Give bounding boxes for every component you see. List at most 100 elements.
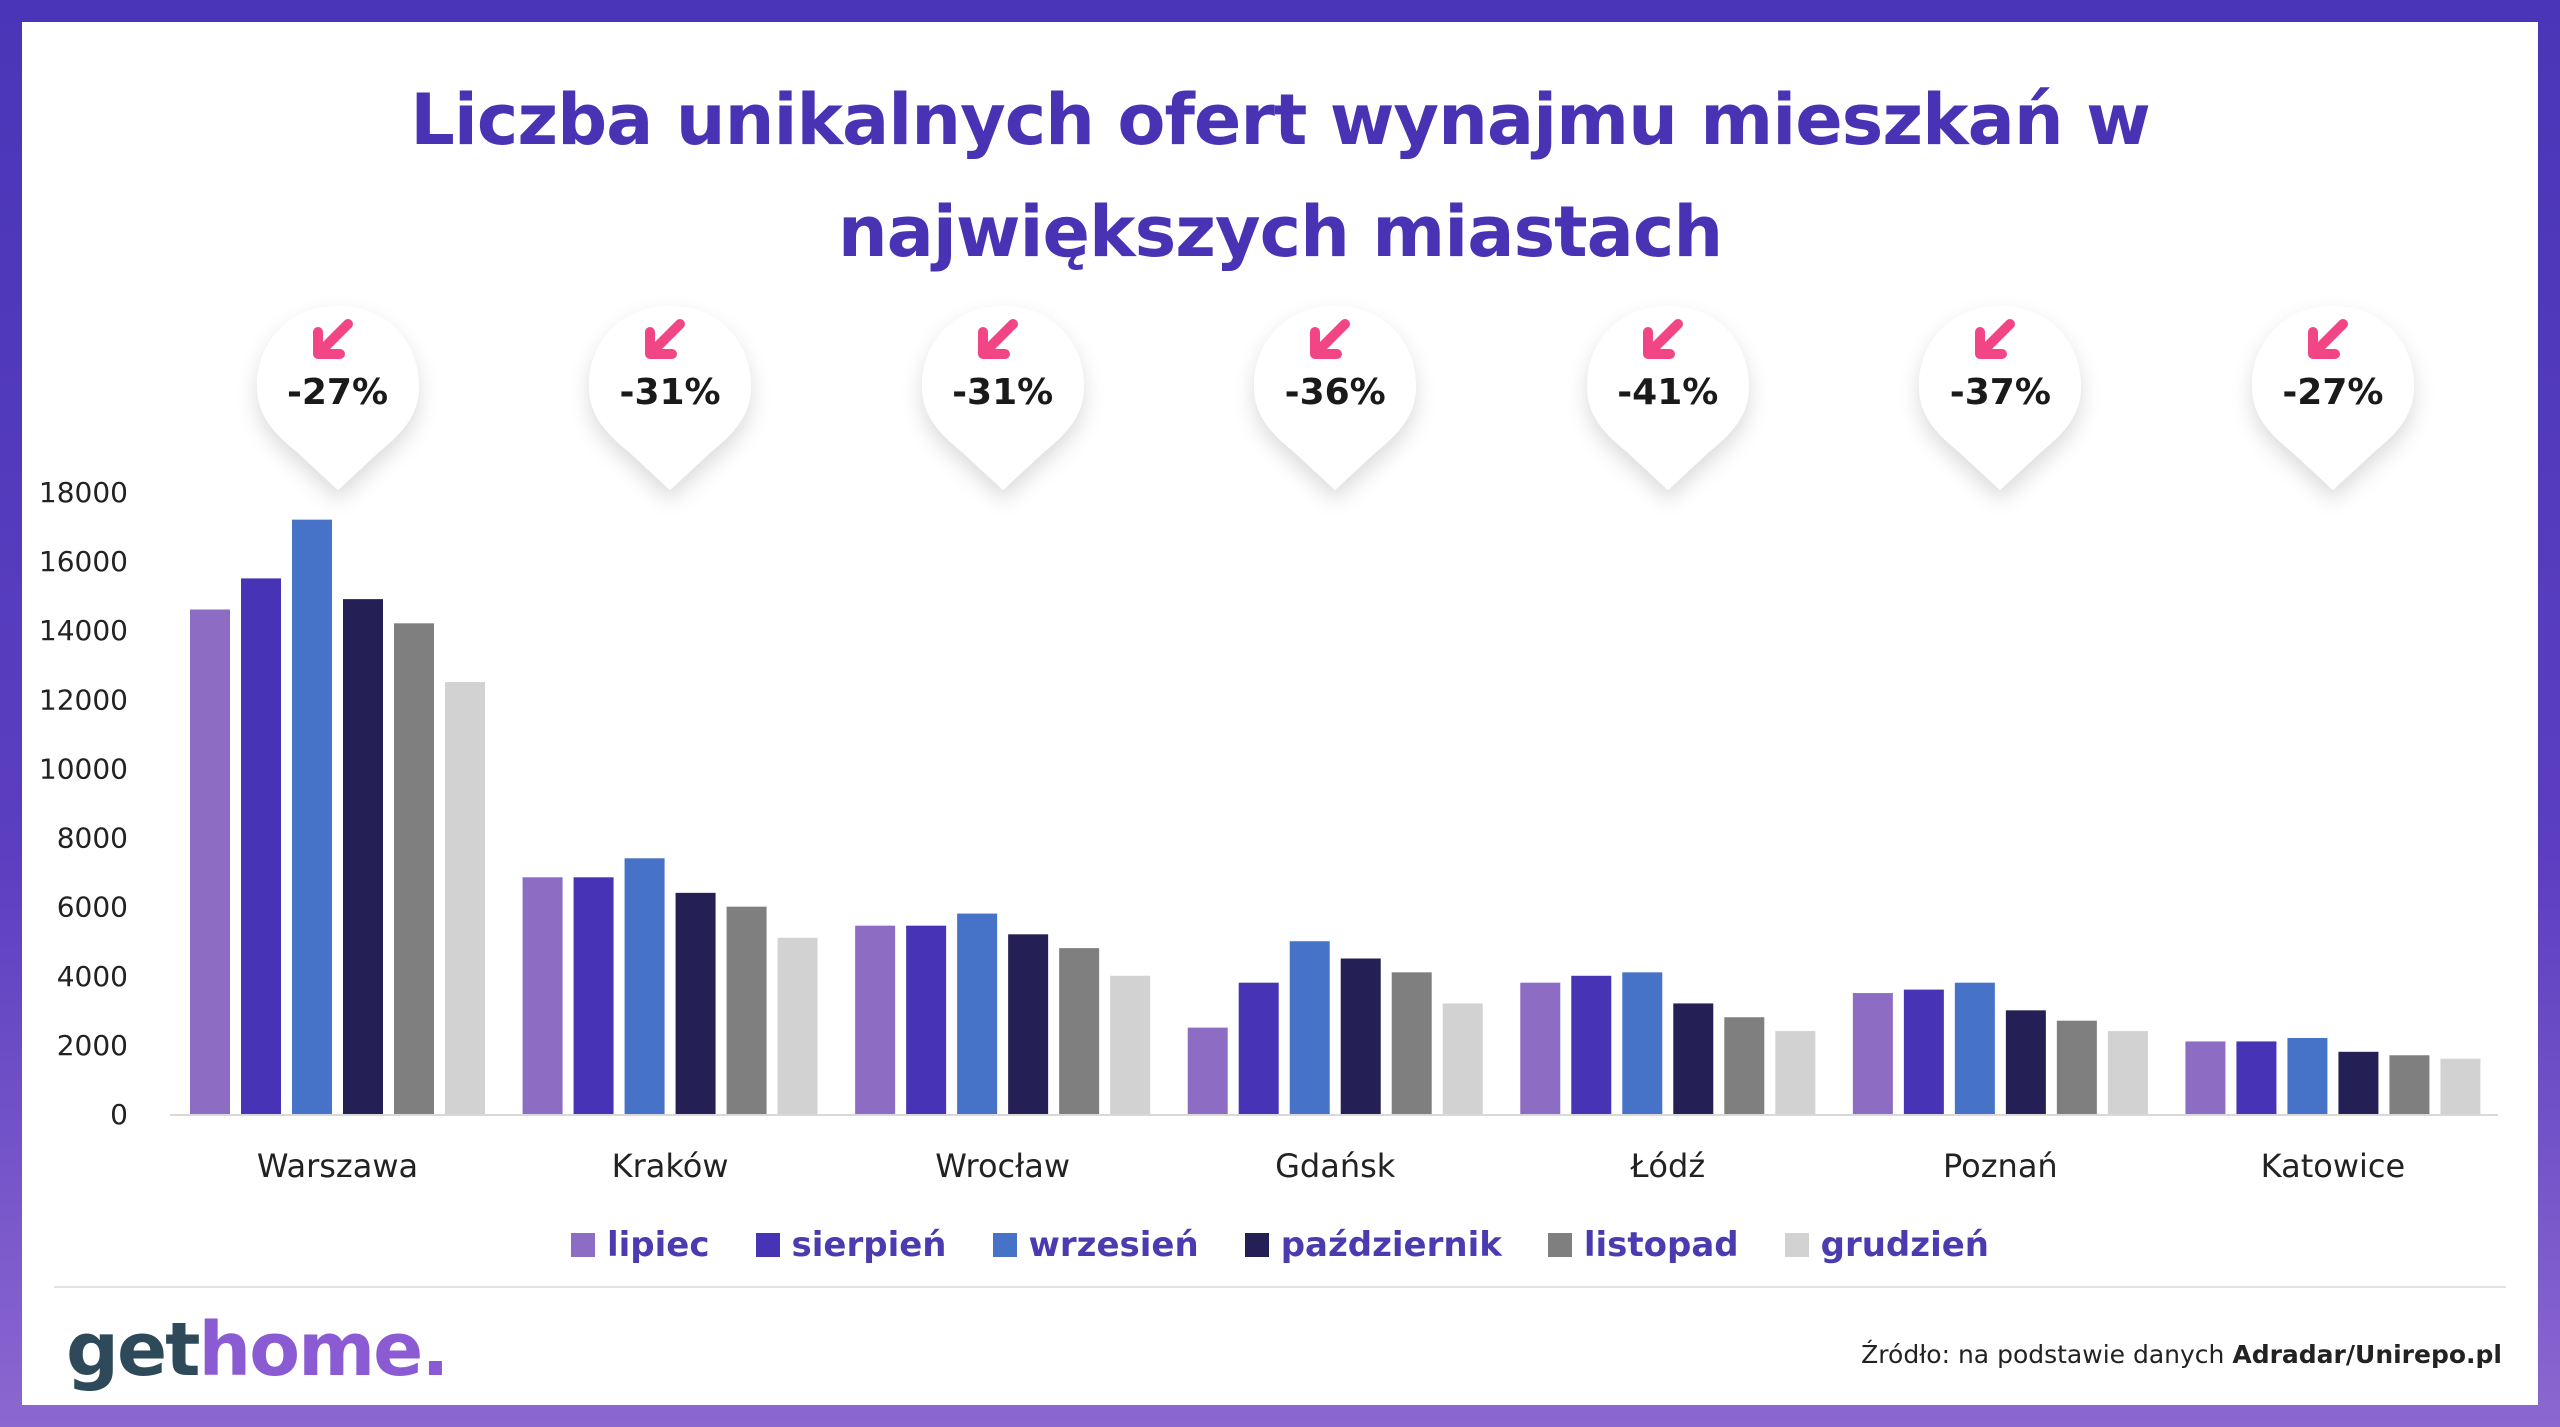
bar-lipiec-Gdańsk [1187,1027,1228,1114]
title-line-2: największych miastach [837,191,1723,273]
bar-sierpień-Gdańsk [1238,982,1279,1114]
legend-swatch [1547,1233,1572,1257]
bar-grudzień-Gdańsk [1442,1003,1483,1114]
badge-shape [1586,306,1749,490]
change-badge: -31% [918,302,1088,502]
change-percent: -41% [1617,372,1719,413]
chart-title: Liczba unikalnych ofert wynajmu mieszkań… [22,64,2538,288]
legend-swatch [755,1233,780,1257]
bar-sierpień-Warszawa [241,578,281,1114]
bar-sierpień-Wrocław [906,925,947,1114]
change-percent: -31% [952,372,1054,413]
down-left-arrow-icon [2307,319,2348,359]
down-left-arrow-icon [1642,319,1683,359]
infographic-card: Liczba unikalnych ofert wynajmu mieszkań… [22,22,2538,1405]
down-left-arrow-icon [645,319,686,359]
bar-sierpień-Katowice [2236,1041,2277,1114]
y-tick-label: 6000 [57,891,128,924]
x-tick-label: Poznań [1943,1147,2058,1185]
bar-październik-Łódź [1673,1003,1714,1114]
bar-wrzesień-Wrocław [957,913,998,1114]
bar-grudzień-Katowice [2440,1058,2481,1114]
bar-listopad-Warszawa [394,623,434,1114]
legend-swatch [571,1233,595,1257]
bar-wrzesień-Gdańsk [1289,941,1330,1114]
x-tick-label: Łódź [1629,1147,1705,1185]
bar-październik-Warszawa [343,599,383,1114]
change-percent: -27% [286,372,389,413]
down-left-arrow-icon [977,319,1018,359]
legend-item: listopad [1547,1225,1739,1265]
y-tick-label: 10000 [39,752,128,785]
bar-listopad-Gdańsk [1391,972,1432,1114]
change-badge: -41% [1583,302,1753,502]
y-tick-label: 2000 [57,1029,128,1062]
y-tick-label: 4000 [57,960,128,993]
bar-październik-Wrocław [1008,934,1049,1114]
x-tick-label: Warszawa [257,1147,418,1185]
change-badge: -27% [253,302,423,502]
bar-wrzesień-Warszawa [292,519,332,1114]
bar-lipiec-Łódź [1520,982,1561,1114]
bar-listopad-Kraków [726,906,767,1114]
down-left-arrow-icon [1310,319,1351,359]
bar-listopad-Poznań [2056,1020,2097,1114]
legend-swatch [1784,1233,1809,1257]
bar-listopad-Wrocław [1059,948,1100,1114]
logo-home: home. [198,1307,450,1393]
title-line-1: Liczba unikalnych ofert wynajmu mieszkań… [410,79,2151,161]
legend-label: wrzesień [1028,1225,1199,1265]
y-tick-label: 12000 [39,683,128,716]
legend-label: lipiec [607,1225,710,1265]
legend-item: październik [1244,1225,1502,1265]
legend-item: wrzesień [992,1225,1199,1265]
down-left-arrow-icon [312,319,353,359]
bar-listopad-Katowice [2389,1055,2430,1114]
bar-październik-Gdańsk [1340,958,1381,1114]
legend-item: lipiec [571,1225,710,1265]
source-prefix: Źródło: na podstawie danych [1861,1340,2233,1369]
legend: lipiec sierpień wrzesień październik listopa… [22,1225,2538,1265]
x-tick-label: Katowice [2261,1147,2406,1185]
x-tick-label: Wrocław [935,1147,1070,1185]
bar-lipiec-Wrocław [855,925,896,1114]
bar-grudzień-Kraków [777,937,818,1114]
change-percent: -36% [1284,372,1386,413]
x-tick-label: Kraków [612,1147,729,1185]
legend-label: październik [1280,1225,1502,1265]
bar-grudzień-Warszawa [445,682,485,1114]
bar-sierpień-Poznań [1903,989,1944,1114]
bar-grudzień-Poznań [2107,1031,2148,1114]
badge-shape [589,306,752,490]
legend-swatch [1244,1233,1269,1257]
bar-wrzesień-Katowice [2287,1037,2328,1114]
bar-październik-Kraków [675,892,716,1114]
y-tick-label: 14000 [39,614,128,647]
change-badge: -27% [2248,302,2418,502]
legend-label: listopad [1583,1225,1739,1265]
bar-wrzesień-Poznań [1954,982,1995,1114]
bar-sierpień-Kraków [573,877,614,1114]
bar-chart: 0 2000 4000 6000 8000 10000 12000 14000 16000 180… [39,476,2498,1185]
bar-lipiec-Kraków [522,877,563,1114]
bar-grudzień-Wrocław [1110,975,1151,1114]
bar-wrzesień-Łódź [1622,972,1663,1114]
badge-shape [921,306,1084,490]
divider [54,1286,2506,1288]
change-badge: -36% [1250,302,1420,502]
down-left-arrow-icon [1975,319,2016,359]
gethome-logo: gethome. [66,1307,450,1393]
legend-label: sierpień [791,1225,947,1265]
badge-shape [2251,306,2414,490]
y-tick-label: 0 [110,1098,128,1131]
change-percent: -27% [2282,372,2384,413]
bar-wrzesień-Kraków [624,858,665,1114]
y-tick-label: 16000 [39,545,128,578]
change-percent: -31% [619,372,721,413]
legend-item: sierpień [755,1225,947,1265]
legend-label: grudzień [1820,1225,1989,1265]
y-tick-label: 8000 [57,822,128,855]
bar-grudzień-Łódź [1775,1031,1816,1114]
badge-shape [1254,306,1417,490]
change-badge: -31% [585,302,755,502]
